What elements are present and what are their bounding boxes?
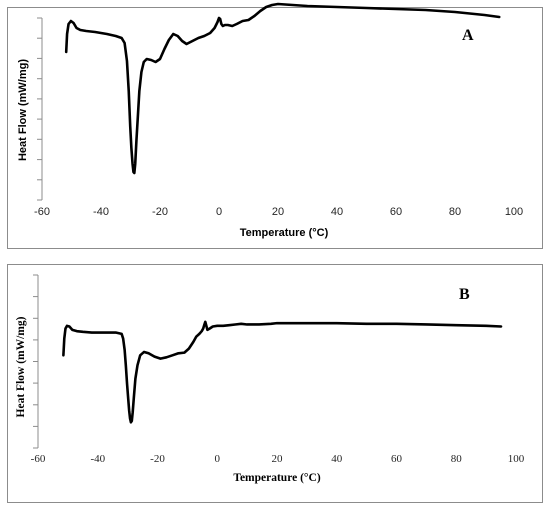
panel-b-x-tick-label: -40 bbox=[90, 453, 105, 465]
panel-b-y-axis-title: Heat Flow (mW/mg) bbox=[15, 316, 27, 417]
panel-b-letter: B bbox=[459, 286, 470, 303]
panel-a-x-axis-title: Temperature (°C) bbox=[240, 227, 329, 239]
panel-b-x-tick-label: 100 bbox=[508, 453, 525, 465]
panel-b: -60 -40 -20 0 20 40 60 80 100 B Temperature (°C)… bbox=[7, 264, 543, 503]
panel-b-x-tick-label: 0 bbox=[215, 453, 221, 465]
panel-a-x-tick-label: 0 bbox=[216, 206, 222, 218]
panel-b-x-axis-title: Temperature (°C) bbox=[233, 472, 320, 484]
panel-b-x-tick-label: 60 bbox=[391, 453, 403, 465]
panel-a-x-tick-label: -40 bbox=[93, 206, 109, 218]
panel-a-series-line bbox=[64, 2, 501, 175]
panel-b-x-tick-labels: -60 -40 -20 0 20 40 60 80 100 bbox=[31, 453, 525, 465]
panel-a-x-tick-label: -20 bbox=[152, 206, 168, 218]
panel-b-series-line bbox=[62, 320, 503, 424]
panel-a-y-ticks bbox=[37, 17, 42, 201]
panel-a-x-tick-label: 20 bbox=[272, 206, 284, 218]
panel-a-y-axis-title: Heat Flow (mW/mg) bbox=[17, 59, 29, 161]
panel-a-x-tick-label: -60 bbox=[34, 206, 50, 218]
panel-a-x-tick-label: 40 bbox=[331, 206, 343, 218]
panel-a: -60 -40 -20 0 20 40 60 80 100 A Temperature (°C)… bbox=[7, 2, 543, 249]
panel-a-x-tick-label: 100 bbox=[505, 206, 523, 218]
panel-b-x-tick-label: 40 bbox=[331, 453, 343, 465]
panel-b-x-tick-label: -60 bbox=[31, 453, 46, 465]
panel-a-frame bbox=[7, 7, 543, 249]
panel-a-x-tick-label: 60 bbox=[390, 206, 402, 218]
panel-b-y-ticks bbox=[33, 274, 38, 449]
panel-b-frame bbox=[7, 264, 543, 503]
panel-b-x-tick-label: 20 bbox=[272, 453, 284, 465]
panel-b-x-tick-label: 80 bbox=[451, 453, 463, 465]
panel-a-x-tick-labels: -60 -40 -20 0 20 40 60 80 100 bbox=[34, 206, 523, 218]
panel-a-x-tick-label: 80 bbox=[449, 206, 461, 218]
panel-b-x-tick-label: -20 bbox=[150, 453, 165, 465]
panel-a-letter: A bbox=[462, 27, 474, 44]
